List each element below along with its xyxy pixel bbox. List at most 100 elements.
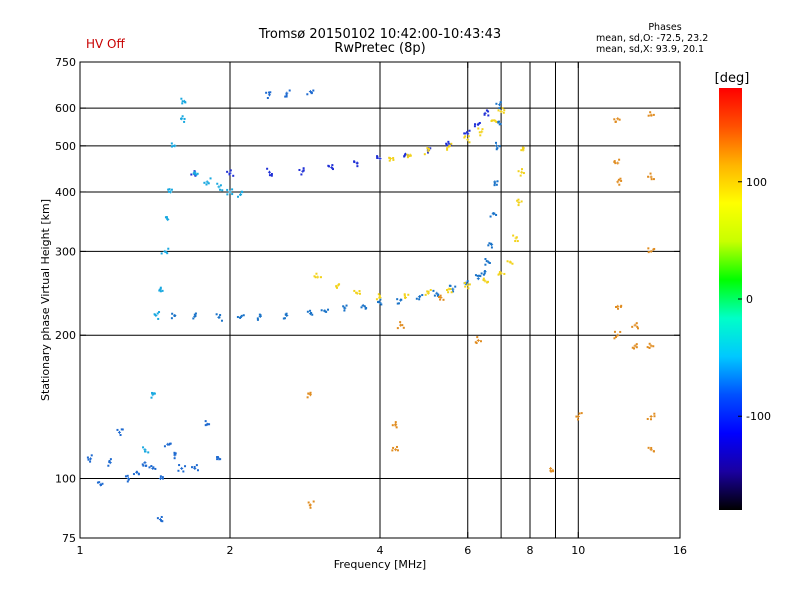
data-point-speck	[653, 415, 656, 418]
data-point	[631, 343, 638, 350]
data-point	[463, 135, 471, 144]
data-point-speck	[516, 199, 519, 202]
data-point-v	[152, 393, 154, 397]
data-point-speck	[171, 312, 174, 315]
x-tick-label: 10	[571, 544, 585, 557]
data-point	[463, 129, 471, 136]
data-point-speck	[427, 290, 430, 293]
data-point-speck	[477, 127, 480, 130]
data-point-speck	[167, 247, 170, 250]
data-point-speck	[427, 151, 430, 154]
data-point-speck	[649, 418, 652, 421]
data-point-v	[500, 110, 502, 114]
data-point	[463, 281, 471, 290]
data-point-v	[484, 111, 486, 115]
data-point-speck	[204, 424, 207, 427]
colorbar-gradient	[719, 88, 742, 510]
data-point	[353, 289, 361, 295]
data-point-speck	[121, 428, 124, 431]
data-point-speck	[498, 272, 501, 275]
data-point-speck	[402, 326, 405, 329]
data-point	[353, 160, 359, 168]
data-point	[215, 313, 223, 322]
data-point-speck	[194, 314, 197, 317]
data-point	[236, 190, 244, 198]
data-point	[647, 111, 655, 117]
data-point-speck	[205, 183, 208, 186]
data-point-speck	[336, 286, 339, 289]
data-point-v	[577, 414, 579, 418]
data-point-speck	[356, 162, 359, 165]
data-point-speck	[653, 247, 656, 250]
data-point	[613, 330, 622, 340]
data-point-speck	[282, 317, 285, 320]
data-point-speck	[551, 469, 554, 472]
data-point	[150, 391, 156, 399]
data-point	[484, 258, 491, 266]
data-point-speck	[178, 464, 181, 467]
data-point	[306, 89, 315, 96]
data-point	[494, 141, 501, 151]
data-point-speck	[181, 115, 184, 118]
data-point-speck	[395, 445, 398, 448]
data-point-speck	[403, 293, 406, 296]
data-point-speck	[635, 343, 638, 346]
x-tick-label: 4	[377, 544, 384, 557]
data-point-speck	[649, 111, 652, 114]
data-point-speck	[137, 472, 140, 475]
data-points	[86, 89, 656, 523]
colorbar-tick-label: -100	[746, 410, 771, 423]
data-point-speck	[87, 458, 90, 461]
data-point-speck	[183, 117, 186, 120]
x-tick-label: 6	[464, 544, 471, 557]
data-point-v	[356, 291, 358, 295]
data-point	[170, 312, 177, 320]
y-tick-label: 75	[62, 532, 76, 545]
data-point	[506, 260, 514, 265]
data-point-speck	[497, 120, 500, 123]
data-point-speck	[492, 119, 495, 122]
data-point-v	[390, 157, 392, 161]
data-point-speck	[503, 272, 506, 275]
data-point-speck	[498, 107, 501, 110]
data-point-speck	[493, 184, 496, 187]
data-point-speck	[148, 466, 151, 469]
data-point-speck	[647, 114, 650, 117]
data-point	[646, 412, 656, 421]
data-point-speck	[266, 97, 269, 100]
data-point-speck	[219, 184, 222, 187]
data-point-speck	[310, 311, 313, 314]
data-point-speck	[206, 423, 209, 426]
data-point-v	[477, 277, 479, 281]
data-point-speck	[216, 458, 219, 461]
data-point-v	[164, 249, 166, 253]
data-point-speck	[242, 314, 245, 317]
data-point-speck	[647, 247, 650, 250]
data-point-speck	[490, 120, 493, 123]
data-point-speck	[647, 446, 650, 449]
y-tick-label: 400	[55, 186, 76, 199]
data-point-speck	[98, 481, 101, 484]
data-point	[148, 465, 157, 470]
data-point-speck	[495, 120, 498, 123]
data-point-speck	[338, 283, 341, 286]
data-point-v	[259, 314, 261, 318]
data-point	[156, 515, 164, 523]
data-point-speck	[635, 322, 638, 325]
data-point-speck	[468, 283, 471, 286]
data-point-speck	[184, 101, 187, 104]
data-point-speck	[310, 92, 313, 95]
data-point-speck	[161, 476, 164, 479]
data-point-speck	[173, 453, 176, 456]
data-point	[446, 142, 453, 151]
data-point-speck	[493, 182, 496, 185]
data-point-speck	[517, 170, 520, 173]
data-point-speck	[153, 313, 156, 316]
data-point	[164, 216, 170, 222]
data-point-speck	[394, 424, 397, 427]
data-point-speck	[101, 482, 104, 485]
data-point-speck	[406, 156, 409, 159]
data-point-speck	[468, 129, 471, 132]
data-point-speck	[331, 164, 334, 167]
